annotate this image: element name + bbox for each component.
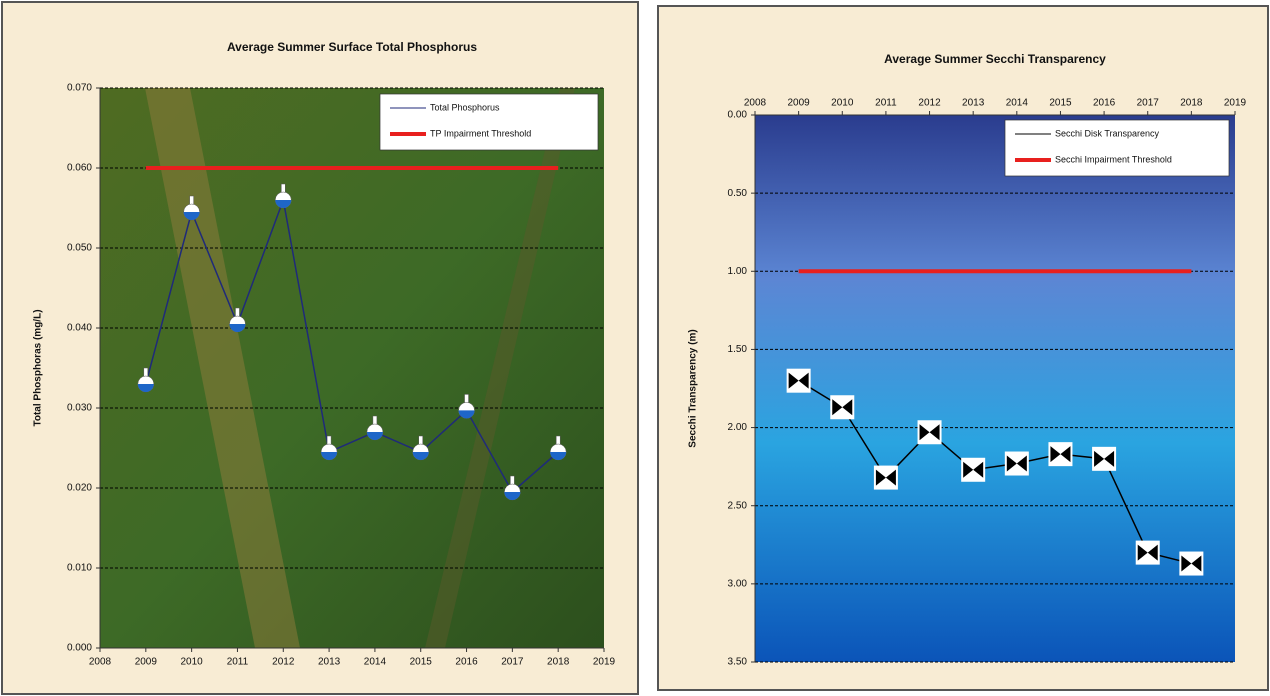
y-tick-label: 0.020	[67, 483, 92, 494]
y-axis-label: Total Phosphoras (mg/L)	[33, 309, 44, 426]
legend-label: Secchi Disk Transparency	[1055, 128, 1160, 138]
x-tick-label: 2012	[918, 98, 941, 109]
x-tick-label: 2011	[875, 98, 897, 109]
x-tick-label: 2017	[501, 657, 524, 668]
legend-label: TP Impairment Threshold	[430, 128, 531, 138]
x-tick-label: 2013	[962, 98, 985, 109]
x-tick-label: 2019	[1224, 98, 1247, 109]
plot-area	[755, 115, 1235, 662]
marker-neck	[144, 368, 148, 377]
x-tick-label: 2012	[272, 657, 295, 668]
y-tick-label: 0.040	[67, 323, 92, 334]
legend-label: Total Phosphorus	[430, 102, 500, 112]
y-tick-label: 0.00	[728, 110, 748, 121]
marker-neck	[190, 196, 194, 205]
x-tick-label: 2009	[135, 657, 158, 668]
y-tick-label: 2.00	[728, 422, 748, 433]
x-tick-label: 2017	[1137, 98, 1160, 109]
x-tick-label: 2018	[547, 657, 570, 668]
data-point	[1092, 447, 1116, 471]
marker-neck	[281, 184, 285, 193]
y-tick-label: 3.00	[728, 578, 748, 589]
x-tick-label: 2015	[1049, 98, 1072, 109]
chart-title: Average Summer Surface Total Phosphorus	[227, 40, 477, 54]
x-tick-label: 2014	[364, 657, 387, 668]
y-tick-label: 0.060	[67, 163, 92, 174]
y-tick-label: 1.00	[728, 266, 748, 277]
y-tick-label: 0.050	[67, 243, 92, 254]
legend-label: Secchi Impairment Threshold	[1055, 154, 1172, 164]
marker-neck	[465, 394, 469, 403]
y-tick-label: 1.50	[728, 344, 748, 355]
x-tick-label: 2010	[181, 657, 204, 668]
marker-neck	[235, 308, 239, 317]
data-point	[874, 466, 898, 490]
x-tick-label: 2014	[1006, 98, 1029, 109]
data-point	[961, 458, 985, 482]
data-point	[918, 420, 942, 444]
marker-neck	[419, 436, 423, 445]
y-tick-label: 0.000	[67, 643, 92, 654]
marker-neck	[327, 436, 331, 445]
data-point	[1136, 541, 1160, 565]
y-tick-label: 0.070	[67, 83, 92, 94]
y-axis-label: Secchi Transparency (m)	[688, 329, 699, 447]
data-point	[1048, 442, 1072, 466]
marker-neck	[373, 416, 377, 425]
x-tick-label: 2019	[593, 657, 616, 668]
x-tick-label: 2010	[831, 98, 854, 109]
x-tick-label: 2016	[1093, 98, 1116, 109]
y-tick-label: 0.030	[67, 403, 92, 414]
x-tick-label: 2009	[788, 98, 811, 109]
x-tick-label: 2013	[318, 657, 341, 668]
y-tick-label: 2.50	[728, 500, 748, 511]
x-tick-label: 2018	[1180, 98, 1203, 109]
page: Average Summer Surface Total Phosphorus T…	[0, 0, 1270, 696]
x-tick-label: 2008	[89, 657, 112, 668]
x-tick-label: 2016	[455, 657, 478, 668]
chart: Average Summer Surface Total Phosphorus T…	[0, 0, 1270, 696]
x-tick-label: 2008	[744, 98, 767, 109]
x-tick-label: 2011	[227, 657, 249, 668]
y-tick-label: 0.50	[728, 188, 748, 199]
data-point	[1005, 452, 1029, 476]
marker-neck	[556, 436, 560, 445]
marker-neck	[510, 476, 514, 485]
data-point	[1179, 552, 1203, 576]
y-tick-label: 3.50	[728, 657, 748, 668]
x-tick-label: 2015	[410, 657, 433, 668]
y-tick-label: 0.010	[67, 563, 92, 574]
data-point	[830, 395, 854, 419]
chart-title: Average Summer Secchi Transparency	[884, 52, 1106, 66]
data-point	[787, 369, 811, 393]
